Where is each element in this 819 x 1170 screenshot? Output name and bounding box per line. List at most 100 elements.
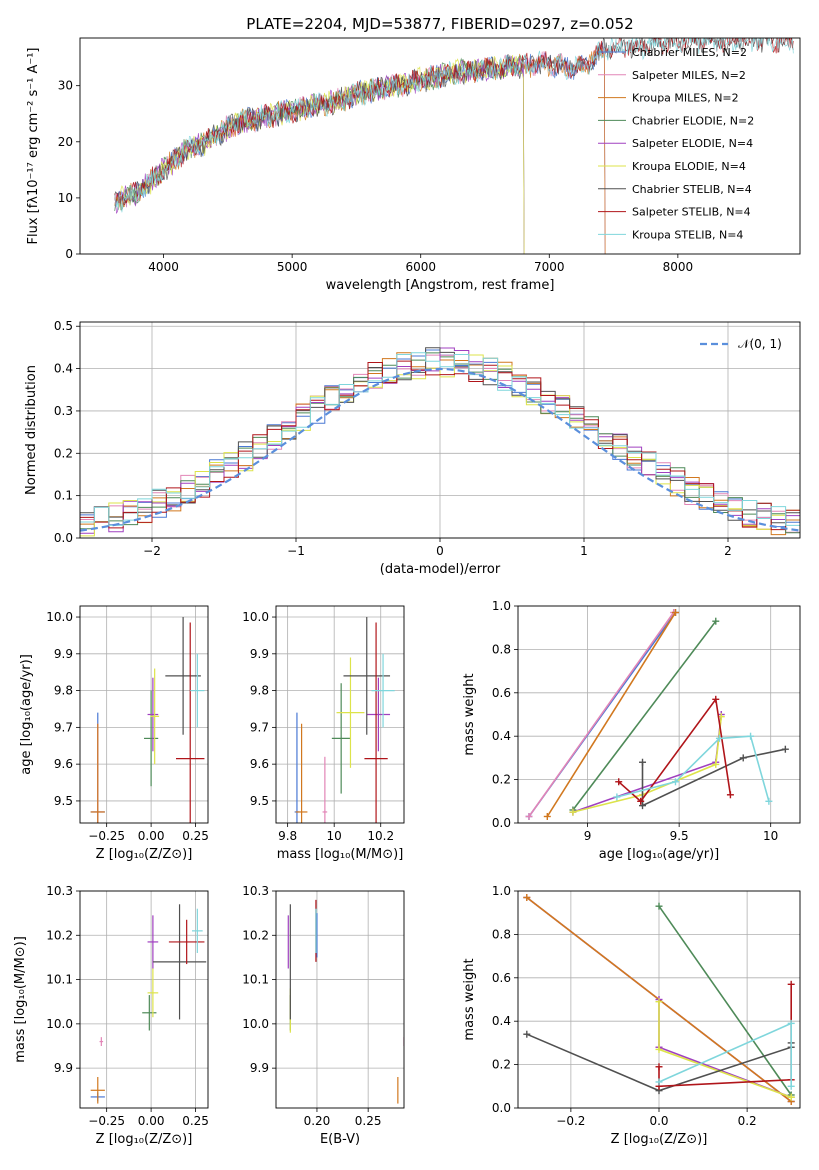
y-tick-label: 9.9 <box>54 647 73 661</box>
x-tick-label: 0 <box>436 544 444 558</box>
y-tick-label: 0.2 <box>54 446 73 460</box>
y-tick-label: 9.9 <box>54 1061 73 1075</box>
x-tick-label: 9 <box>584 829 592 843</box>
x-tick-label: −0.25 <box>88 829 125 843</box>
y-axis-label: age [log₁₀(age/yr)] <box>19 654 34 775</box>
y-tick-label: 0.8 <box>492 642 511 656</box>
figure-title: PLATE=2204, MJD=53877, FIBERID=0297, z=0… <box>246 15 633 33</box>
x-tick-label: 10 <box>763 829 778 843</box>
y-tick-label: 0.4 <box>492 729 511 743</box>
legend-label: Chabrier ELODIE, N=2 <box>632 114 754 127</box>
weight-line <box>641 748 786 807</box>
x-axis-label: Z [log₁₀(Z/Z⊙)] <box>611 1132 708 1147</box>
axes-frame <box>275 890 405 1109</box>
y-tick-label: 9.9 <box>250 647 269 661</box>
x-tick-label: −0.25 <box>88 1114 125 1128</box>
x-axis-label: E(B-V) <box>320 1132 360 1147</box>
x-tick-label: −2 <box>143 544 161 558</box>
weight-line <box>618 697 732 803</box>
x-axis-label: Z [log₁₀(Z/Z⊙)] <box>96 1132 193 1147</box>
weight-line <box>658 905 792 1096</box>
y-tick-label: 0.0 <box>54 531 73 545</box>
x-axis-label: mass [log₁₀(M/M⊙)] <box>277 847 404 862</box>
legend-label: Salpeter STELIB, N=4 <box>632 206 751 219</box>
y-tick-label: 10.0 <box>242 1017 269 1031</box>
y-tick-label: 9.7 <box>54 720 73 734</box>
y-tick-label: 0.1 <box>54 489 73 503</box>
y-tick-label: 10.0 <box>46 1017 73 1031</box>
weight-line <box>572 716 723 813</box>
y-tick-label: 10.0 <box>242 610 269 624</box>
x-tick-label: 10.2 <box>367 829 394 843</box>
y-tick-label: 9.5 <box>54 794 73 808</box>
axes-frame <box>79 37 801 255</box>
x-tick-label: 0.0 <box>649 1114 668 1128</box>
axes-frame <box>79 890 209 1109</box>
y-tick-label: 0.2 <box>492 773 511 787</box>
plot-area <box>90 904 207 1104</box>
y-tick-label: 10.3 <box>242 884 269 898</box>
y-tick-label: 30 <box>58 79 73 93</box>
panel-weights_vs_age: 9 9.5 10 0.0 0.2 0.4 0.6 0.8 1.0 age [log₁₀(age/y… <box>462 599 801 862</box>
x-tick-label: 0.00 <box>138 1114 165 1128</box>
axes-frame <box>517 605 801 824</box>
x-tick-label: 0.25 <box>182 829 209 843</box>
x-axis-label: wavelength [Angstrom, rest frame] <box>326 278 555 293</box>
panel-age_vs_mass: 9.8 10 10.2 9.5 9.6 9.7 9.8 9.9 10.0 mass [log₁₀(… <box>242 605 405 862</box>
x-tick-label: 0.00 <box>138 829 165 843</box>
axes-frame <box>275 605 405 824</box>
x-tick-label: 0.20 <box>304 1114 331 1128</box>
x-axis-label: Z [log₁₀(Z/Z⊙)] <box>96 847 193 862</box>
y-tick-label: 20 <box>58 135 73 149</box>
y-axis-label: Normed distribution <box>24 365 39 495</box>
panel-spectrum: 4000 5000 6000 7000 8000 0 10 20 30 wavelength [A… <box>26 37 801 293</box>
y-tick-label: 10.1 <box>242 973 269 987</box>
plot-area <box>80 347 800 538</box>
legend-label: Salpeter MILES, N=2 <box>632 69 746 82</box>
weight-line <box>572 620 717 811</box>
y-tick-label: 0.6 <box>492 971 511 985</box>
y-tick-label: 10 <box>58 191 73 205</box>
weight-line <box>528 612 675 817</box>
legend-label: Chabrier STELIB, N=4 <box>632 183 752 196</box>
axes-frame <box>79 321 801 539</box>
x-tick-label: 5000 <box>277 260 308 274</box>
y-tick-label: 0.6 <box>492 686 511 700</box>
y-axis-label: mass weight <box>462 958 477 1040</box>
x-tick-label: 0.25 <box>355 1114 382 1128</box>
y-tick-label: 9.6 <box>250 757 269 771</box>
x-tick-label: 0.25 <box>182 1114 209 1128</box>
plot-area <box>114 38 794 254</box>
spectrum-line <box>114 38 794 213</box>
x-tick-label: 7000 <box>534 260 565 274</box>
legend-label: 𝒩(0, 1) <box>738 337 782 351</box>
y-axis-label: mass weight <box>462 673 477 755</box>
x-tick-label: −0.2 <box>556 1114 585 1128</box>
plot-area <box>90 617 205 823</box>
y-tick-label: 0.4 <box>54 362 73 376</box>
y-axis-label: Flux [fλ10⁻¹⁷ erg cm⁻² s⁻¹ A⁻¹] <box>26 48 41 245</box>
y-tick-label: 0.0 <box>492 1101 511 1115</box>
plot-area <box>294 617 395 823</box>
panel-weights_vs_Z: −0.2 0.0 0.2 0.0 0.2 0.4 0.6 0.8 1.0 Z [log₁₀(Z/Z… <box>462 884 801 1147</box>
y-tick-label: 9.8 <box>54 684 73 698</box>
x-tick-label: 2 <box>724 544 732 558</box>
axes-frame <box>79 605 209 824</box>
axes-frame <box>517 890 801 1109</box>
x-tick-label: −1 <box>287 544 305 558</box>
y-tick-label: 9.9 <box>250 1061 269 1075</box>
x-tick-label: 0.2 <box>738 1114 757 1128</box>
plot-area <box>523 894 795 1105</box>
x-tick-label: 10 <box>327 829 342 843</box>
y-tick-label: 9.7 <box>250 720 269 734</box>
y-tick-label: 0.3 <box>54 404 73 418</box>
x-tick-label: 9.8 <box>278 829 297 843</box>
x-tick-label: 9.5 <box>670 829 689 843</box>
x-axis-label: (data-model)/error <box>380 562 501 577</box>
y-tick-label: 9.5 <box>250 794 269 808</box>
panel-mass_vs_EBV: 0.20 0.25 9.9 10.0 10.1 10.2 10.3 E(B-V) <box>242 884 405 1147</box>
x-axis-label: age [log₁₀(age/yr)] <box>599 847 720 862</box>
